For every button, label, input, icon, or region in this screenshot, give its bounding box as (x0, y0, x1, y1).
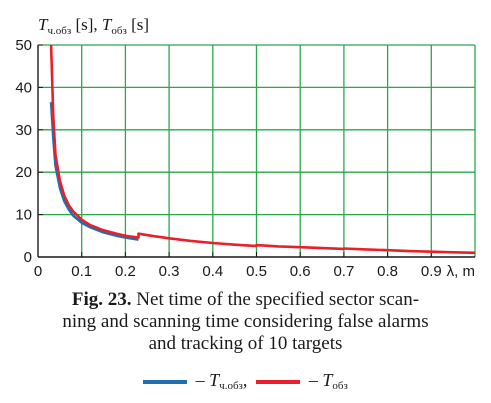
x-tick-label: 0.2 (115, 263, 136, 280)
y-tick-label: 0 (24, 249, 32, 266)
y-tick-label: 30 (15, 122, 32, 139)
caption-line-1-text: Net time of the specified sector scan- (131, 289, 420, 310)
y-axis-title-part: обз (111, 25, 126, 37)
y-tick-label: 10 (15, 207, 32, 224)
legend-suffix-1: , (242, 370, 248, 390)
y-tick-label: 40 (15, 79, 32, 96)
legend-swatch-1 (143, 379, 188, 384)
legend-prefix-2: – (304, 370, 323, 390)
x-tick-label: 0.8 (377, 263, 398, 280)
legend-prefix-1: – (191, 370, 210, 390)
x-tick-label: 0.9 (421, 263, 442, 280)
x-tick-label: 0.7 (333, 263, 354, 280)
plot-area: 0 0.1 0.2 0.3 0.4 0.5 0.6 0.7 0.8 0.9 0 10 20 30 40 50 λ… (15, 37, 476, 280)
x-axis-title: λ, m (447, 263, 475, 280)
caption-line-2: ning and scanning time considering false… (62, 311, 429, 332)
caption-fig-label: Fig. 23. (71, 289, 132, 310)
x-tick-label: 0.5 (246, 263, 267, 280)
legend-symbol-1: T (209, 370, 220, 390)
legend-entry-1: – Tч.обз, (143, 370, 248, 392)
y-axis-title-part: ч.обз (47, 25, 71, 37)
legend-sub-2: обз (332, 380, 348, 392)
x-tick-label: 0.3 (159, 263, 180, 280)
x-tick-label: 0.6 (290, 263, 311, 280)
y-axis-title-part: [s] (127, 15, 149, 34)
y-axis-title-part: [s], (71, 15, 102, 34)
x-tick-label: 0.1 (71, 263, 92, 280)
y-axis-title: Tч.обз [s], Tобз [s] (38, 15, 149, 37)
figure-caption: Fig. 23. Net time of the specified secto… (0, 289, 491, 355)
y-tick-label: 50 (15, 37, 32, 54)
y-axis-title-part: T (102, 15, 113, 34)
y-axis-title-part: T (38, 15, 49, 34)
x-tick-label: 0.4 (202, 263, 223, 280)
chart: Tч.обз [s], Tобз [s] 0 0.1 0.2 0.3 0.4 0.5 0.6… (15, 15, 476, 280)
legend-symbol-2: T (322, 370, 333, 390)
x-tick-label: 0 (34, 263, 42, 280)
legend-sub-1: ч.обз (219, 380, 243, 392)
series-line-2 (49, 44, 476, 255)
caption-line-3: and tracking of 10 targets (148, 333, 343, 354)
legend-swatch-2 (256, 379, 301, 384)
legend-entry-2: – Tобз (256, 370, 348, 392)
y-tick-label: 20 (15, 164, 32, 181)
caption-line-1: Fig. 23. Net time of the specified secto… (0, 289, 491, 311)
series-line-1 (49, 102, 139, 241)
legend: – Tч.обз, – Tобз (0, 370, 491, 392)
